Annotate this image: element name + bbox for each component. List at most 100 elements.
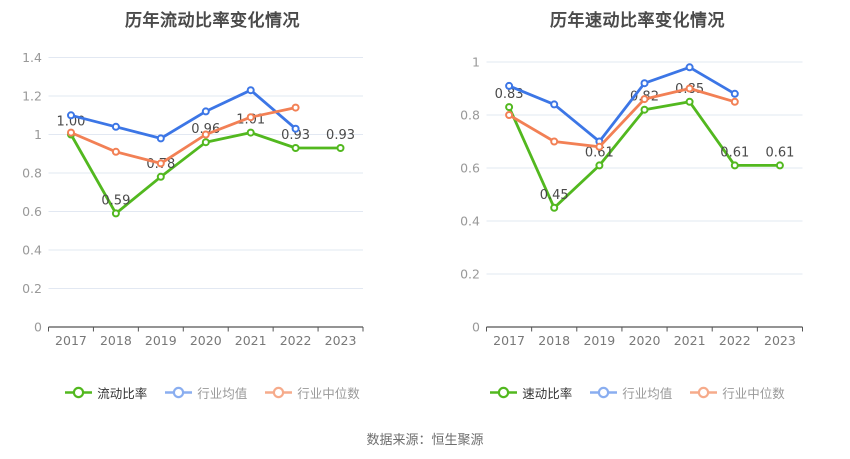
- legend-item-label: 流动比率: [97, 385, 148, 401]
- quick-ratio-point: [685, 97, 694, 106]
- legend-item-industry-mean[interactable]: 行业均值: [590, 383, 672, 402]
- industry-median-point: [67, 128, 75, 137]
- x-tick-label: 2021: [674, 333, 706, 348]
- series-industry-median: [67, 103, 300, 168]
- series-current-ratio: 1.000.590.780.961.010.930.93: [56, 113, 355, 218]
- legend-item-industry-median[interactable]: 行业中位数: [690, 383, 785, 402]
- y-tick-label: 1.4: [22, 50, 42, 65]
- x-tick-label: 2018: [538, 333, 570, 348]
- industry-median-legend-marker: [690, 386, 718, 398]
- industry-mean-point: [67, 111, 75, 120]
- x-tick-label: 2020: [629, 333, 661, 348]
- quick-ratio-point-label: 0.83: [495, 87, 524, 102]
- x-tick-label: 2022: [719, 333, 751, 348]
- y-tick-label: 0.8: [460, 108, 480, 123]
- x-tick-label: 2022: [280, 333, 312, 348]
- current-ratio-point: [246, 128, 255, 137]
- current-ratio-point-label: 0.93: [326, 128, 355, 143]
- quick-ratio-point-label: 0.61: [720, 145, 749, 160]
- y-tick-label: 1: [472, 55, 480, 70]
- grid-lines: [48, 57, 363, 289]
- y-tick-label: 0.4: [22, 243, 42, 258]
- series-industry-mean: [67, 86, 300, 143]
- y-tick-label: 0: [472, 320, 480, 335]
- x-tick-label: 2018: [100, 333, 132, 348]
- industry-mean-point: [291, 124, 300, 133]
- y-tick-label: 0.4: [460, 214, 480, 229]
- quick-ratio-point-label: 0.45: [540, 188, 569, 203]
- current-ratio-point-label: 0.96: [191, 122, 220, 137]
- x-tick-label: 2019: [145, 333, 177, 348]
- industry-mean-point: [640, 79, 649, 88]
- x-axis: 2017 2018 2019 2020 2021 2022 2023: [486, 326, 803, 348]
- legend-item-label: 行业均值: [622, 385, 673, 401]
- legend-item-industry-mean[interactable]: 行业均值: [165, 383, 247, 402]
- legend-item-industry-median[interactable]: 行业中位数: [265, 383, 360, 402]
- legend-item-quick-ratio[interactable]: 速动比率: [490, 383, 572, 402]
- industry-mean-legend-marker: [165, 386, 193, 398]
- current-ratio-point: [111, 209, 120, 218]
- current-ratio-legend-marker: [65, 386, 93, 398]
- industry-mean-point: [550, 100, 559, 109]
- industry-median-point: [640, 95, 649, 104]
- current-ratio-point: [156, 172, 165, 181]
- industry-median-legend-marker: [265, 386, 293, 398]
- industry-mean-point: [156, 134, 165, 143]
- quick-ratio-point: [505, 103, 514, 112]
- current-ratio-plot: 0 0.2 0.4 0.6 0.8 1 1.2 1.4 2017 2018 2019 2020 2021…: [22, 50, 364, 348]
- y-tick-label: 0: [34, 320, 42, 335]
- y-tick-label: 0.8: [22, 166, 42, 181]
- x-axis: 2017 2018 2019 2020 2021 2022 2023: [48, 326, 364, 348]
- industry-mean-point: [730, 89, 739, 98]
- industry-mean-point: [246, 86, 255, 95]
- current-ratio-point: [291, 144, 300, 152]
- x-tick-label: 2019: [583, 333, 615, 348]
- current-ratio-chart: 历年流动比率变化情况 0 0.2 0.4 0.6 0.8 1 1.2 1.4 2017 2018 2…: [0, 11, 425, 401]
- y-axis-labels: 0 0.2 0.4 0.6 0.8 1 1.2 1.4: [22, 50, 42, 335]
- current-ratio-point: [201, 138, 210, 147]
- industry-median-point: [685, 84, 694, 93]
- industry-mean-point: [201, 107, 210, 116]
- data-source-label: 数据来源：恒生聚源: [366, 433, 484, 448]
- series-industry-median: [505, 84, 739, 151]
- legend-item-label: 行业中位数: [722, 385, 785, 401]
- x-tick-label: 2023: [764, 333, 796, 348]
- series-industry-mean: [505, 63, 739, 146]
- x-tick-label: 2017: [55, 333, 87, 348]
- industry-median-point: [201, 130, 210, 139]
- quick-ratio-point-label: 0.61: [585, 145, 614, 160]
- x-tick-label: 2023: [325, 333, 357, 348]
- y-axis-labels: 0 0.2 0.4 0.6 0.8 1: [460, 55, 480, 335]
- quick-ratio-point: [550, 203, 559, 212]
- quick-ratio-point: [640, 105, 649, 114]
- x-tick-label: 2021: [235, 333, 267, 348]
- y-tick-label: 0.2: [22, 281, 42, 296]
- y-tick-label: 0.6: [460, 161, 480, 176]
- industry-median-point: [111, 147, 120, 156]
- legend-item-label: 速动比率: [522, 385, 573, 401]
- current-ratio-legend: 流动比率 行业均值 行业中位数: [0, 383, 425, 401]
- x-tick-label: 2020: [190, 333, 222, 348]
- current-ratio-point: [336, 144, 345, 152]
- quick-ratio-point: [595, 161, 604, 170]
- industry-median-point: [595, 142, 604, 151]
- quick-ratio-chart: 历年速动比率变化情况 0 0.2 0.4 0.6 0.8 1 2017 2018 2019 202…: [425, 0, 850, 459]
- quick-ratio-point-label: 0.61: [765, 145, 794, 160]
- industry-median-point: [156, 159, 165, 168]
- industry-median-point: [550, 137, 559, 146]
- industry-mean-point: [505, 81, 514, 90]
- industry-mean-legend-marker: [590, 386, 618, 398]
- quick-ratio-point: [730, 161, 739, 170]
- y-tick-label: 0.6: [22, 204, 42, 219]
- y-tick-label: 1.2: [22, 89, 42, 104]
- industry-mean-point: [111, 122, 120, 131]
- x-tick-label: 2017: [493, 333, 525, 348]
- grid-lines: [486, 61, 803, 275]
- industry-median-point: [246, 113, 255, 122]
- legend-item-current-ratio[interactable]: 流动比率: [65, 383, 147, 402]
- chart-title-quick-ratio: 历年速动比率变化情况: [550, 11, 725, 31]
- quick-ratio-legend-marker: [490, 386, 518, 398]
- current-ratio-point-label: 0.59: [101, 193, 130, 208]
